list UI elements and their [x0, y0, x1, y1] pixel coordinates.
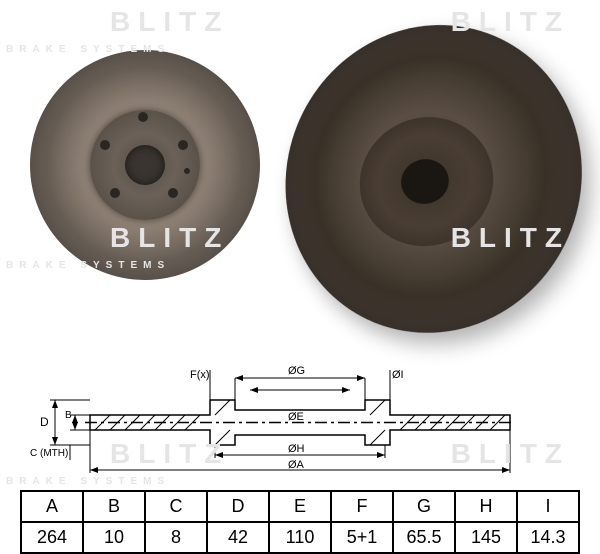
- locator-hole: [184, 168, 190, 174]
- table-header: F: [331, 491, 393, 522]
- dim-label-D: D: [40, 415, 49, 429]
- table-cell: 14.3: [517, 522, 579, 553]
- table-cell: 264: [21, 522, 83, 553]
- table-header: H: [455, 491, 517, 522]
- table-cell: 110: [269, 522, 331, 553]
- table-cell: 5+1: [331, 522, 393, 553]
- bolt-hole: [168, 188, 178, 198]
- table-header: E: [269, 491, 331, 522]
- table-cell: 42: [207, 522, 269, 553]
- bolt-hole: [110, 188, 120, 198]
- table-header: G: [393, 491, 455, 522]
- bolt-hole: [138, 112, 148, 122]
- dim-label-phiH: ØH: [288, 443, 305, 455]
- table-header: A: [21, 491, 83, 522]
- table-header: C: [145, 491, 207, 522]
- dim-label-C: C (MTH): [30, 448, 68, 459]
- table-header: B: [83, 491, 145, 522]
- product-photo-area: [10, 10, 590, 350]
- technical-cross-section-diagram: D B C (MTH) F(x) ØG ØI ØE ØH ØA: [30, 360, 570, 480]
- table-header: D: [207, 491, 269, 522]
- brake-disc-perspective-view: [276, 16, 585, 343]
- table-cell: 145: [455, 522, 517, 553]
- dim-label-Fx: F(x): [190, 369, 210, 381]
- bolt-hole: [100, 140, 110, 150]
- brake-disc-front-view: [30, 50, 260, 280]
- dim-label-phiA: ØA: [288, 459, 305, 471]
- dim-label-B: B: [65, 410, 72, 421]
- dim-label-phiE: ØE: [288, 411, 304, 423]
- table-cell: 10: [83, 522, 145, 553]
- bolt-hole: [178, 140, 188, 150]
- spec-table: A B C D E F G H I 264 10 8 42 110 5+1 65…: [20, 490, 580, 554]
- table-cell: 65.5: [393, 522, 455, 553]
- table-header: I: [517, 491, 579, 522]
- table-cell: 8: [145, 522, 207, 553]
- dim-label-phiG: ØG: [288, 365, 305, 377]
- table-row: A B C D E F G H I: [21, 491, 579, 522]
- dim-label-phiI: ØI: [392, 369, 404, 381]
- table-row: 264 10 8 42 110 5+1 65.5 145 14.3: [21, 522, 579, 553]
